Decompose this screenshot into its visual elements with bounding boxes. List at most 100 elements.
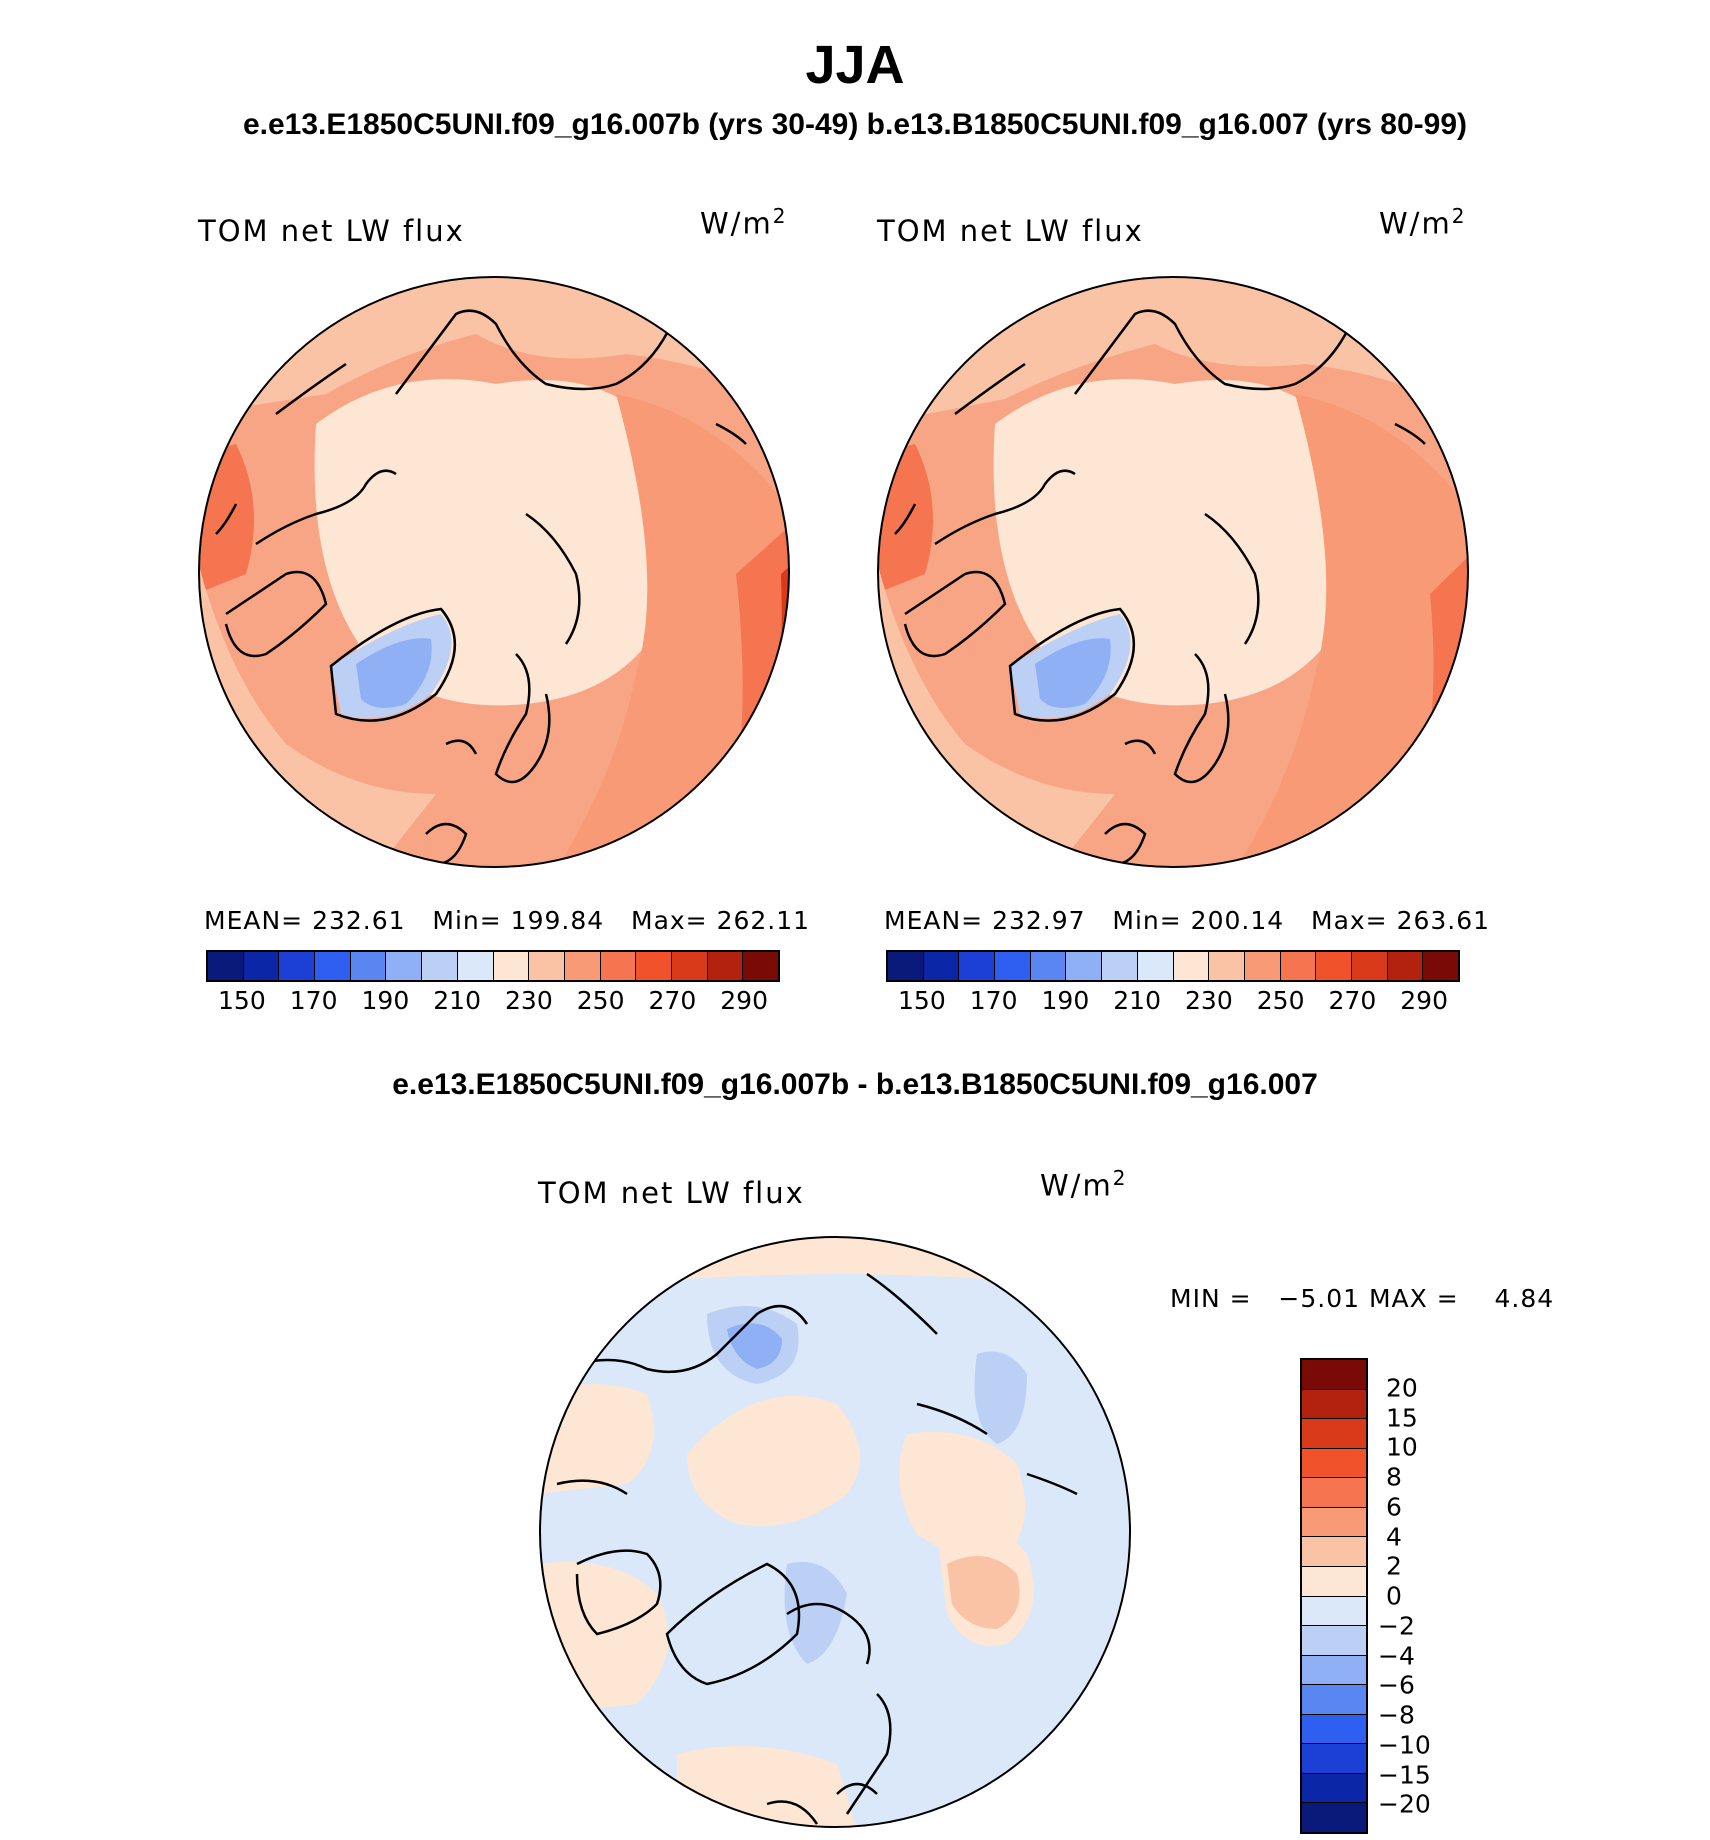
colorbar-tick-label: 190 (1041, 986, 1090, 1015)
diff-min-value: −5.01 (1278, 1284, 1361, 1313)
right-max-value: 263.61 (1396, 906, 1491, 935)
colorbar-tick-label: −15 (1378, 1760, 1431, 1789)
colorbar-swatch (1423, 952, 1458, 980)
colorbar-tick-label: 10 (1386, 1432, 1418, 1462)
colorbar-swatch (1316, 952, 1352, 980)
colorbar-swatch (1302, 1566, 1366, 1597)
colorbar-tick-label: 0 (1386, 1581, 1402, 1611)
colorbar-tick-label: 150 (218, 986, 266, 1015)
map-fill-pos-6 (947, 1556, 1020, 1629)
colorbar-swatch (564, 952, 601, 980)
colorbar-tick-label: −20 (1378, 1789, 1431, 1819)
map-fill-greenland-core (1035, 638, 1111, 708)
left-colorbar-ticks: 150 170 190 210 230 250 270 290 (206, 986, 780, 1020)
colorbar-swatch (208, 952, 244, 980)
colorbar-tick-label: 170 (969, 986, 1018, 1015)
colorbar-tick-label: 290 (720, 986, 768, 1015)
colorbar-swatch (923, 952, 960, 980)
difference-map-border (539, 1236, 1131, 1828)
colorbar-swatch (457, 952, 494, 980)
left-mean-value: 232.61 (312, 906, 406, 935)
colorbar-swatch (995, 952, 1031, 980)
colorbar-swatch (1244, 952, 1281, 980)
colorbar-tick-label: 270 (648, 986, 697, 1015)
left-panel-title: TOM net LW flux (198, 214, 465, 248)
map-fill-neg-2 (727, 1323, 782, 1369)
colorbar-swatch (1387, 952, 1424, 980)
right-map-border (877, 276, 1469, 868)
colorbar-swatch (959, 952, 996, 980)
colorbar-tick-label: 8 (1386, 1462, 1402, 1492)
colorbar-swatch (671, 952, 708, 980)
colorbar-tick-label: 250 (576, 986, 625, 1015)
colorbar-tick-label: 270 (1328, 986, 1377, 1015)
diff-panel-unit: W/m2 (1040, 1166, 1128, 1203)
colorbar-swatch (1137, 952, 1174, 980)
right-colorbar-ticks: 150 170 190 210 230 250 270 290 (886, 986, 1460, 1020)
colorbar-swatch (1173, 952, 1210, 980)
left-coastlines (215, 309, 747, 866)
colorbar-swatch (1302, 1360, 1366, 1390)
left-max-value: 262.11 (716, 906, 811, 935)
figure-subtitle: e.e13.E1850C5UNI.f09_g16.007b (yrs 30-49… (242, 108, 1468, 141)
colorbar-swatch (1102, 952, 1138, 980)
colorbar-swatch (600, 952, 637, 980)
colorbar-swatch (529, 952, 565, 980)
colorbar-swatch (493, 952, 530, 980)
colorbar-tick-label: −2 (1378, 1611, 1415, 1641)
colorbar-swatch (422, 952, 458, 980)
colorbar-swatch (1030, 952, 1067, 980)
map-fill-greenland-core (356, 638, 432, 708)
colorbar-tick-label: 210 (433, 986, 481, 1015)
colorbar-tick-label: 230 (505, 986, 553, 1015)
map-fill-neg-3 (974, 1351, 1027, 1444)
diff-panel-title: TOM net LW flux (538, 1176, 805, 1210)
difference-coastlines (556, 1272, 1078, 1825)
colorbar-swatch (1302, 1537, 1366, 1567)
map-fill-arctic (993, 379, 1360, 706)
colorbar-tick-label: 170 (289, 986, 338, 1015)
colorbar-swatch (1302, 1626, 1366, 1656)
colorbar-swatch (1302, 1507, 1366, 1538)
colorbar-tick-label: 230 (1185, 986, 1233, 1015)
colorbar-swatch (1302, 1714, 1366, 1745)
colorbar-swatch (1302, 1419, 1366, 1449)
colorbar-swatch (1302, 1389, 1366, 1420)
colorbar-tick-label: −6 (1378, 1670, 1415, 1700)
diff-max-value: 4.84 (1494, 1284, 1555, 1313)
colorbar-swatch (386, 952, 423, 980)
map-fill-base (540, 1237, 1130, 1827)
difference-colorbar-ticks: 20 15 10 8 6 4 2 0 −2 −4 −6 −8 −10 −15 −20 (1378, 1358, 1466, 1834)
left-polar-map (198, 276, 790, 868)
colorbar-swatch (1302, 1773, 1366, 1804)
colorbar-tick-label: 4 (1386, 1522, 1402, 1551)
right-polar-map (877, 276, 1469, 868)
left-panel-unit: W/m2 (700, 204, 788, 241)
colorbar-swatch (1302, 1448, 1366, 1479)
colorbar-swatch (888, 952, 924, 980)
colorbar-swatch (243, 952, 280, 980)
colorbar-tick-label: −4 (1378, 1641, 1415, 1670)
colorbar-swatch (1302, 1655, 1366, 1686)
map-fill-pos-2 (687, 1395, 860, 1526)
colorbar-tick-label: 290 (1400, 986, 1448, 1015)
colorbar-tick-label: −10 (1378, 1730, 1431, 1760)
left-min-value: 199.84 (510, 906, 605, 935)
right-colorbar (886, 950, 1460, 982)
colorbar-swatch (1066, 952, 1103, 980)
colorbar-tick-label: 6 (1386, 1492, 1402, 1522)
colorbar-swatch (1302, 1478, 1366, 1508)
colorbar-swatch (743, 952, 778, 980)
colorbar-swatch (1351, 952, 1388, 980)
right-mean-value: 232.97 (992, 906, 1086, 935)
colorbar-swatch (1280, 952, 1317, 980)
colorbar-tick-label: 20 (1386, 1373, 1418, 1403)
colorbar-swatch (315, 952, 351, 980)
right-min-value: 200.14 (1190, 906, 1285, 935)
colorbar-tick-label: 210 (1113, 986, 1161, 1015)
colorbar-swatch (350, 952, 387, 980)
colorbar-tick-label: 250 (1256, 986, 1305, 1015)
difference-title: e.e13.E1850C5UNI.f09_g16.007b - b.e13.B1… (392, 1068, 1318, 1101)
colorbar-swatch (1302, 1685, 1366, 1715)
colorbar-swatch (1302, 1803, 1366, 1832)
